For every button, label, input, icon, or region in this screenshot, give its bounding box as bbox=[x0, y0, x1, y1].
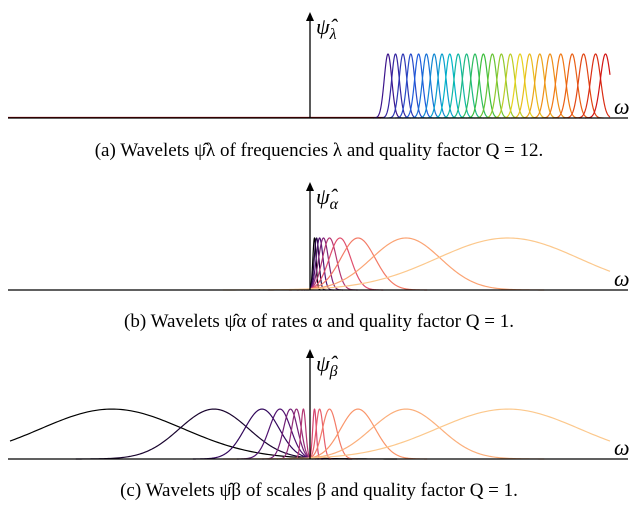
wavelet-filter-20 bbox=[541, 53, 581, 119]
wavelet-filter-18 bbox=[521, 53, 559, 119]
wavelet-filter-3 bbox=[395, 53, 427, 119]
panel-c-scale-wavelets: ψ̂β ω bbox=[0, 335, 638, 465]
wavelet-filter-5 bbox=[410, 53, 443, 119]
wavelet-filter-1 bbox=[380, 53, 411, 119]
x-axis-label: ω bbox=[614, 266, 630, 291]
y-axis-arrow-icon bbox=[306, 349, 314, 358]
wavelet-filter-11 bbox=[457, 53, 493, 119]
wavelet-filter-9 bbox=[441, 53, 475, 119]
wavelet-filter-22 bbox=[563, 53, 604, 119]
chart-b: ψ̂α ω bbox=[8, 182, 630, 291]
wavelet-filter-17 bbox=[511, 53, 549, 119]
wavelet-filter-0 bbox=[372, 53, 404, 119]
wavelet-filter-8 bbox=[222, 237, 611, 291]
caption-a: (a) Wavelets ψ̂λ of frequencies λ and qu… bbox=[94, 140, 544, 161]
y-axis-arrow-icon bbox=[306, 12, 314, 21]
wavelet-filter-14 bbox=[483, 53, 520, 119]
wavelet-filter-16 bbox=[501, 53, 539, 119]
wavelet-filter-23 bbox=[575, 53, 611, 119]
wavelet-filter-15 bbox=[492, 53, 529, 119]
caption-c: (c) Wavelets ψ̂β of scales β and quality… bbox=[120, 480, 518, 501]
y-axis-label: ψ̂λ bbox=[316, 14, 339, 43]
wavelet-filter-12 bbox=[466, 53, 501, 119]
x-axis-label: ω bbox=[614, 94, 630, 119]
panel-b-rate-wavelets: ψ̂α ω bbox=[0, 170, 638, 294]
wavelet-filter-19 bbox=[531, 53, 569, 119]
wavelet-filter-6 bbox=[417, 53, 451, 119]
y-axis-label: ψ̂β bbox=[316, 351, 339, 380]
wavelet-filter-11 bbox=[267, 408, 545, 460]
y-axis-arrow-icon bbox=[306, 182, 314, 191]
wavelet-filter-13 bbox=[474, 53, 511, 119]
wavelet-filter-21 bbox=[552, 53, 592, 119]
chart-c: ψ̂β ω bbox=[8, 349, 630, 460]
wavelet-filter-10 bbox=[449, 53, 484, 119]
chart-a: ψ̂λ ω bbox=[8, 12, 630, 119]
panel-a-frequency-wavelets: ψ̂λ ω bbox=[0, 0, 638, 120]
wavelet-filter-4 bbox=[402, 53, 435, 119]
wavelet-filter-2 bbox=[387, 53, 419, 119]
caption-b: (b) Wavelets ψ̂α of rates α and quality … bbox=[124, 311, 514, 332]
wavelet-filter-7 bbox=[425, 53, 459, 119]
x-axis-label: ω bbox=[614, 435, 630, 460]
y-axis-label: ψ̂α bbox=[316, 184, 339, 213]
wavelet-filter-7 bbox=[267, 237, 545, 291]
wavelet-filter-8 bbox=[433, 53, 467, 119]
